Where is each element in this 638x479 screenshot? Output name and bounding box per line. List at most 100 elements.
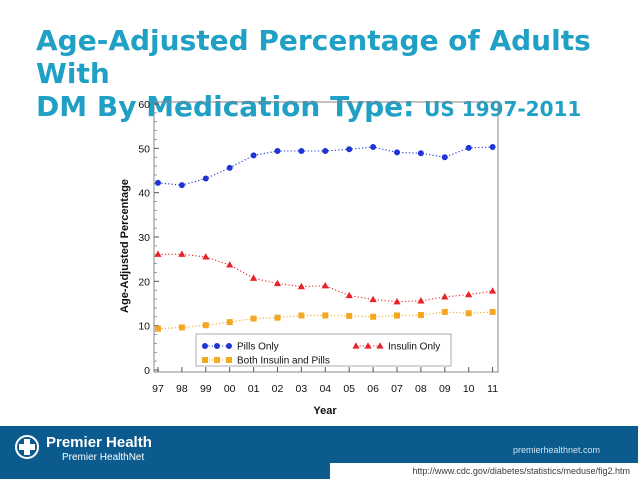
y-axis: 0 10 20 30 40 50 60 <box>138 99 159 377</box>
series-layer <box>154 144 497 332</box>
data-point-both-insulin-and-pills <box>155 325 161 332</box>
x-tick-label: 07 <box>391 383 403 395</box>
data-point-pills-only <box>441 154 448 161</box>
x-tick-label: 99 <box>200 383 212 395</box>
x-tick-label: 03 <box>296 383 308 395</box>
premier-health-logo-icon <box>15 435 39 459</box>
legend-item-both-insulin-and-pills: Both Insulin and Pills <box>202 356 330 367</box>
plot-frame <box>153 101 499 373</box>
data-point-both-insulin-and-pills <box>298 312 305 319</box>
data-point-pills-only <box>298 147 305 154</box>
legend-swatch-marker <box>376 342 384 349</box>
data-point-both-insulin-and-pills <box>202 322 209 329</box>
x-tick-label: 01 <box>248 383 260 395</box>
data-point-insulin-only <box>489 287 497 294</box>
data-point-both-insulin-and-pills <box>441 308 448 315</box>
legend-label: Pills Only <box>237 342 279 353</box>
data-point-insulin-only <box>297 282 305 290</box>
data-point-both-insulin-and-pills <box>465 310 472 317</box>
x-axis-title: Year <box>313 405 337 417</box>
data-point-pills-only <box>202 175 209 182</box>
data-point-pills-only <box>250 152 257 159</box>
data-point-pills-only <box>465 144 472 151</box>
data-point-pills-only <box>178 182 185 189</box>
data-point-pills-only <box>155 179 161 186</box>
title-line-1: Age-Adjusted Percentage of Adults With <box>36 24 591 90</box>
data-point-insulin-only <box>417 297 425 304</box>
data-point-pills-only <box>489 144 496 151</box>
data-point-both-insulin-and-pills <box>226 319 233 326</box>
series-line-both-insulin-and-pills <box>157 311 493 330</box>
x-tick-label: 98 <box>176 383 188 395</box>
y-tick-label: 50 <box>138 143 150 155</box>
y-tick-label: 30 <box>138 232 150 244</box>
x-tick-label: 08 <box>415 383 427 395</box>
legend-swatch-marker <box>214 343 220 349</box>
data-point-pills-only <box>370 144 377 151</box>
line-chart: 0 1 0 2 0 3 0 4 0 5 0 6 0 97 98 99 00 01 02 03 04 05 06 07 08 09… <box>119 99 499 417</box>
x-tick-label: 09 <box>439 383 451 395</box>
data-point-both-insulin-and-pills <box>417 312 424 319</box>
x-tick-label: 10 <box>463 383 475 395</box>
legend-label: Both Insulin and Pills <box>237 356 330 367</box>
x-tick-label: 11 <box>487 383 498 395</box>
data-point-pills-only <box>346 146 353 153</box>
series-both-insulin-and-pills <box>155 308 496 332</box>
legend-swatch-marker <box>226 343 232 349</box>
data-point-both-insulin-and-pills <box>322 312 329 319</box>
x-tick-label: 05 <box>343 383 355 395</box>
legend-swatch-marker <box>226 357 232 363</box>
data-point-insulin-only <box>393 297 401 305</box>
x-axis: 97 98 99 00 01 02 03 04 05 06 07 08 09 10 11 <box>152 367 498 395</box>
slide-title: Age-Adjusted Percentage of Adults With D… <box>36 24 626 126</box>
y-tick-label: 10 <box>138 321 150 333</box>
data-point-insulin-only <box>321 281 329 289</box>
data-point-insulin-only <box>465 290 473 298</box>
legend-box <box>195 333 452 367</box>
legend-item-insulin-only: Insulin Only <box>352 342 440 353</box>
data-point-insulin-only <box>226 261 234 268</box>
y-tick-label: 20 <box>138 276 150 288</box>
legend-swatch-marker <box>214 357 220 363</box>
legend-swatch-marker <box>202 343 208 349</box>
source-url-link[interactable]: http://www.cdc.gov/diabetes/statistics/m… <box>330 463 638 479</box>
x-tick-label: 04 <box>319 383 331 395</box>
data-point-both-insulin-and-pills <box>370 313 377 320</box>
legend-item-pills-only: Pills Only <box>202 342 279 353</box>
data-point-insulin-only <box>345 291 353 299</box>
data-point-insulin-only <box>369 295 377 303</box>
data-point-insulin-only <box>273 279 282 287</box>
data-point-both-insulin-and-pills <box>250 315 257 322</box>
data-point-both-insulin-and-pills <box>489 308 496 315</box>
data-point-insulin-only <box>154 250 162 257</box>
data-point-pills-only <box>226 164 233 171</box>
y-tick-label: 0 <box>144 365 150 377</box>
brand-name: Premier Health <box>46 434 152 451</box>
legend: Pills Only Insulin Only Both Insulin and P… <box>195 333 452 367</box>
data-point-pills-only <box>322 147 329 154</box>
x-tick-label: 97 <box>152 383 164 395</box>
x-tick-label: 02 <box>272 383 284 395</box>
y-axis-title: Age-Adjusted Percentage <box>119 179 131 313</box>
series-pills-only <box>155 144 496 189</box>
series-line-insulin-only <box>158 253 493 303</box>
data-point-pills-only <box>274 147 281 154</box>
data-point-insulin-only <box>441 293 449 300</box>
title-suffix: US 1997-2011 <box>424 97 582 121</box>
y-tick-label: 40 <box>138 188 150 200</box>
data-point-both-insulin-and-pills <box>178 324 185 331</box>
legend-swatch-marker <box>352 342 360 349</box>
brand-subtitle: Premier HealthNet <box>62 452 145 463</box>
data-point-insulin-only <box>250 274 258 281</box>
data-point-pills-only <box>394 149 400 156</box>
data-point-insulin-only <box>178 250 186 257</box>
data-point-both-insulin-and-pills <box>394 312 400 319</box>
data-point-pills-only <box>417 150 424 157</box>
footer-site-url[interactable]: premierhealthnet.com <box>512 445 600 455</box>
legend-label: Insulin Only <box>388 342 440 353</box>
legend-swatch-marker <box>364 342 372 349</box>
x-tick-label: 00 <box>224 383 236 395</box>
title-line-2: DM By Medication Type: <box>36 90 415 123</box>
x-tick-label: 06 <box>367 383 379 395</box>
legend-swatch-marker <box>202 357 208 363</box>
